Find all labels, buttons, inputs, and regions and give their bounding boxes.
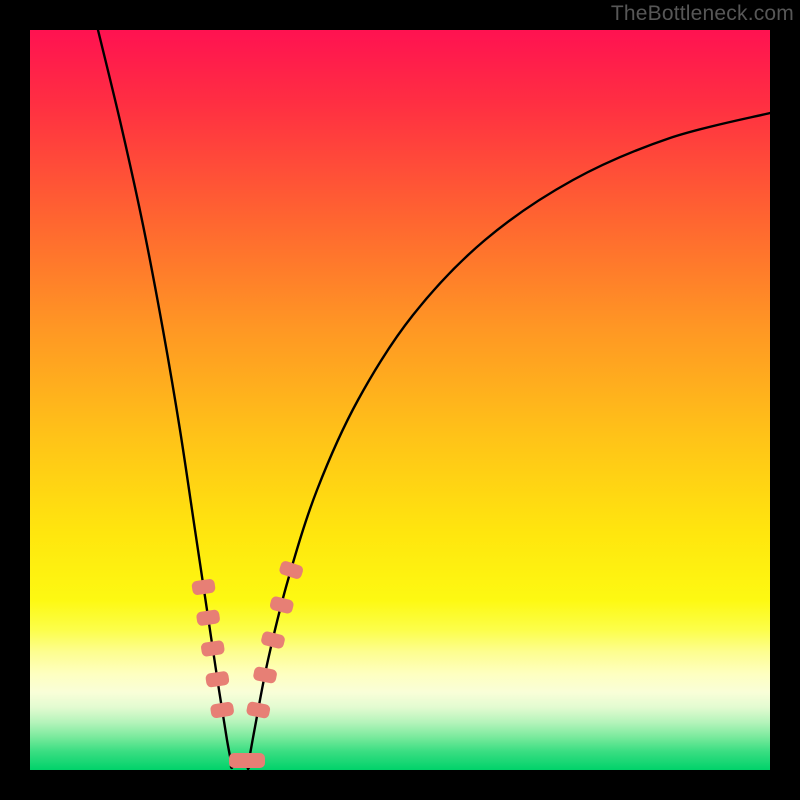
marker-floor — [229, 753, 265, 768]
chart-svg — [30, 30, 770, 770]
plot-area — [30, 30, 770, 770]
watermark-text: TheBottleneck.com — [611, 2, 794, 26]
